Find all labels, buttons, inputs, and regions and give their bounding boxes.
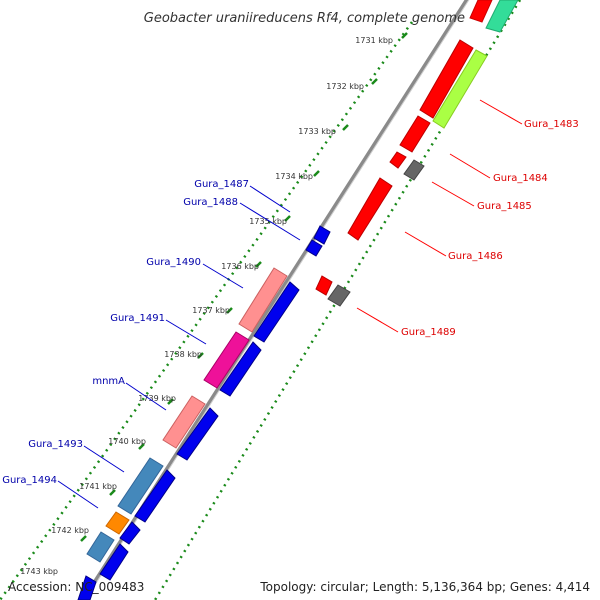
topology-text: Topology: circular; Length: 5,136,364 bp… xyxy=(260,580,590,594)
gene-feature[interactable] xyxy=(313,225,331,245)
gene-feature[interactable] xyxy=(419,39,474,119)
gene-label[interactable]: Gura_1488 xyxy=(183,197,238,208)
tick-label: 1738 kbp xyxy=(164,350,202,359)
tick-label: 1732 kbp xyxy=(326,82,364,91)
tick-label: 1742 kbp xyxy=(51,526,89,535)
gene-feature[interactable] xyxy=(134,469,176,523)
label-connector xyxy=(249,185,291,213)
tick-mark xyxy=(284,215,291,222)
label-connector xyxy=(125,382,167,411)
gene-feature[interactable] xyxy=(176,407,219,461)
gene-feature[interactable] xyxy=(305,239,323,257)
left-gene-labels: Gura_1487 Gura_1488 Gura_1490 Gura_1491 … xyxy=(2,179,249,486)
outer-features xyxy=(77,225,331,600)
gene-feature[interactable] xyxy=(77,575,97,600)
gene-feature[interactable] xyxy=(253,281,300,343)
tick-label: 1739 kbp xyxy=(138,394,176,403)
tick-mark xyxy=(226,307,233,314)
label-connector xyxy=(57,480,99,509)
right-gene-labels: Gura_1483 Gura_1484 Gura_1485 Gura_1486 … xyxy=(401,119,579,338)
tick-mark xyxy=(138,443,145,450)
gene-feature[interactable] xyxy=(469,0,493,23)
tick-marks xyxy=(80,32,408,542)
gene-label[interactable]: Gura_1494 xyxy=(2,475,57,486)
tick-mark xyxy=(371,78,378,85)
gene-feature[interactable] xyxy=(238,267,288,333)
tick-mark xyxy=(197,352,204,359)
gene-feature[interactable] xyxy=(162,395,206,449)
right-label-lines xyxy=(356,99,523,333)
gene-feature[interactable] xyxy=(117,457,164,515)
tick-mark xyxy=(313,170,320,177)
gene-feature[interactable] xyxy=(219,341,262,397)
gene-feature[interactable] xyxy=(432,49,488,129)
tick-mark xyxy=(80,535,87,542)
tick-label: 1737 kbp xyxy=(192,306,230,315)
gene-label[interactable]: Gura_1486 xyxy=(448,251,503,262)
gene-feature[interactable] xyxy=(315,275,333,296)
label-connector xyxy=(202,263,244,289)
gene-label[interactable]: Gura_1483 xyxy=(524,119,579,130)
tick-label: 1736 kbp xyxy=(221,262,259,271)
tick-mark xyxy=(342,124,349,131)
gene-feature[interactable] xyxy=(203,331,250,389)
label-connector xyxy=(479,99,523,125)
inner-features xyxy=(315,0,519,307)
tick-mark xyxy=(109,489,116,496)
left-label-lines xyxy=(57,185,301,509)
gene-label[interactable]: mnmA xyxy=(92,376,125,387)
gene-feature[interactable] xyxy=(86,531,115,563)
tick-labels: 1731 kbp 1732 kbp 1733 kbp 1734 kbp 1735… xyxy=(20,36,393,576)
gene-label[interactable]: Gura_1489 xyxy=(401,327,456,338)
label-connector xyxy=(83,445,125,473)
gene-label[interactable]: Gura_1493 xyxy=(28,439,83,450)
label-connector xyxy=(449,153,491,179)
gene-feature[interactable] xyxy=(327,284,351,307)
tick-label: 1743 kbp xyxy=(20,567,58,576)
tick-mark xyxy=(167,398,174,405)
gene-feature[interactable] xyxy=(403,159,425,181)
gene-label[interactable]: Gura_1491 xyxy=(110,313,165,324)
accession-text: Accession: NC_009483 xyxy=(8,580,145,594)
gene-feature[interactable] xyxy=(347,177,393,241)
label-connector xyxy=(165,319,207,345)
label-connector xyxy=(431,181,475,207)
tick-label: 1740 kbp xyxy=(108,437,146,446)
tick-label: 1735 kbp xyxy=(249,217,287,226)
tick-label: 1734 kbp xyxy=(275,172,313,181)
map-title: Geobacter uraniireducens Rf4, complete g… xyxy=(144,11,465,26)
tick-mark xyxy=(401,32,408,39)
gene-label[interactable]: Gura_1490 xyxy=(146,257,201,268)
gene-feature[interactable] xyxy=(105,511,130,535)
gene-feature[interactable] xyxy=(485,0,519,33)
gene-feature[interactable] xyxy=(389,151,407,169)
gene-label[interactable]: Gura_1487 xyxy=(194,179,249,190)
label-connector xyxy=(404,231,447,257)
tick-label: 1741 kbp xyxy=(79,482,117,491)
gene-feature[interactable] xyxy=(399,115,431,153)
gene-label[interactable]: Gura_1484 xyxy=(493,173,548,184)
label-connector xyxy=(356,307,399,333)
gene-feature[interactable] xyxy=(99,543,129,581)
gene-label[interactable]: Gura_1485 xyxy=(477,201,532,212)
tick-mark xyxy=(255,261,262,268)
tick-label: 1733 kbp xyxy=(298,127,336,136)
tick-label: 1731 kbp xyxy=(355,36,393,45)
gene-feature[interactable] xyxy=(119,521,141,545)
label-connector xyxy=(239,202,301,241)
